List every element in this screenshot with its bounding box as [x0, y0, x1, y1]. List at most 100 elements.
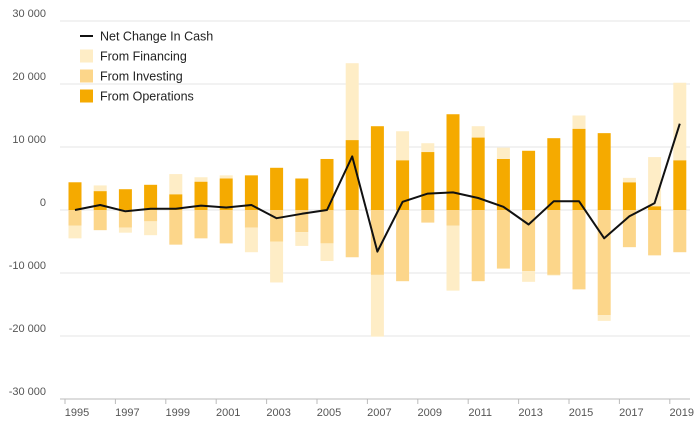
bar-from-financing-1999	[169, 174, 183, 195]
legend-label: From Investing	[100, 70, 183, 84]
bar-from-investing-1995	[68, 210, 82, 226]
bar-from-operations-2019	[673, 160, 687, 210]
bar-from-investing-2007	[370, 210, 384, 275]
bar-from-investing-2012	[496, 210, 510, 269]
bar-from-investing-1999	[169, 210, 183, 245]
bar-from-investing-2014	[547, 210, 561, 275]
x-axis: 1995 1997 1999 2001 2003 2005 2007 2009 2011 2013…	[60, 398, 694, 419]
x-tick-label: 2011	[468, 407, 492, 419]
bar-from-investing-2019	[673, 210, 687, 253]
bar-from-financing-2012	[496, 147, 510, 159]
bar-from-operations-2000	[194, 181, 208, 210]
legend-label: From Financing	[100, 50, 187, 64]
bar-from-financing-1998	[144, 221, 158, 236]
bar-from-investing-2018	[648, 210, 662, 256]
bar-from-investing-2001	[219, 210, 233, 244]
bar-from-financing-2019	[673, 82, 687, 161]
x-tick-label: 1997	[115, 407, 139, 419]
bar-from-financing-2008	[396, 131, 410, 161]
bar-from-operations-1997	[118, 189, 132, 210]
bar-from-operations-2013	[522, 150, 536, 210]
x-tick-label: 1995	[65, 407, 89, 419]
x-tick-label: 2013	[518, 407, 542, 419]
bar-from-investing-2004	[295, 210, 309, 233]
bar-from-investing-2015	[572, 210, 586, 290]
legend-label: From Operations	[100, 90, 194, 104]
bar-from-operations-2012	[496, 158, 510, 210]
bar-from-financing-2002	[244, 227, 258, 253]
bar-from-financing-2010	[446, 225, 460, 291]
bar-from-operations-2016	[597, 133, 611, 210]
x-tick-label: 2001	[216, 407, 240, 419]
bar-from-financing-2011	[471, 126, 485, 138]
x-tick-label: 2019	[670, 407, 694, 419]
bar-from-operations-2008	[396, 160, 410, 210]
y-tick-label: 10 000	[12, 134, 46, 146]
bar-from-investing-2010	[446, 210, 460, 226]
bar-from-financing-2005	[320, 243, 334, 262]
bar-from-financing-2009	[421, 143, 435, 153]
bar-from-operations-2018	[648, 206, 662, 210]
y-tick-label: -30 000	[9, 386, 46, 398]
bar-from-operations-1995	[68, 182, 82, 210]
bar-from-operations-1998	[144, 184, 158, 210]
bar-from-financing-2018	[648, 157, 662, 207]
bar-from-financing-2006	[345, 63, 359, 141]
y-axis-ticks: 30 000 20 000 10 000 0 -10 000 -20 000 -30 000	[9, 8, 46, 398]
bar-from-investing-2011	[471, 210, 485, 282]
bar-from-investing-1997	[118, 210, 132, 228]
bar-from-investing-2002	[244, 210, 258, 228]
bar-from-financing-2007	[370, 274, 384, 337]
bar-from-financing-1997	[118, 227, 132, 233]
x-tick-label: 1999	[166, 407, 190, 419]
x-tick-label: 2015	[569, 407, 593, 419]
x-tick-label: 2007	[367, 407, 391, 419]
bar-from-financing-2013	[522, 271, 536, 282]
bar-from-financing-2004	[295, 232, 309, 246]
legend-swatch-from-investing	[80, 69, 93, 83]
net-change-line	[74, 123, 681, 253]
y-tick-label: 0	[40, 197, 46, 209]
bar-from-investing-2009	[421, 210, 435, 223]
bar-from-operations-2017	[622, 182, 636, 210]
bar-from-operations-2011	[471, 137, 485, 210]
x-tick-label: 2017	[619, 407, 643, 419]
legend-label: Net Change In Cash	[100, 30, 213, 44]
bar-from-financing-2001	[219, 175, 233, 179]
bar-from-investing-1998	[144, 210, 158, 222]
y-tick-label: -10 000	[9, 260, 46, 272]
bar-from-financing-2014	[547, 274, 561, 276]
bar-from-investing-1996	[93, 210, 107, 231]
bar-from-operations-2003	[270, 167, 284, 210]
bar-from-financing-2003	[270, 241, 284, 283]
bar-from-financing-2016	[597, 315, 611, 321]
bar-from-operations-2005	[320, 158, 334, 210]
bar-from-investing-2013	[522, 210, 536, 272]
net-change-line-layer	[74, 123, 681, 253]
bar-from-operations-2001	[219, 178, 233, 210]
bars	[68, 63, 687, 337]
legend: Net Change In Cash From Financing From Inv…	[80, 30, 213, 104]
bar-from-operations-2007	[370, 126, 384, 210]
bar-from-financing-2000	[194, 177, 208, 182]
bar-from-investing-2006	[345, 210, 359, 258]
y-tick-label: 20 000	[12, 71, 46, 83]
bar-from-financing-1996	[93, 185, 107, 192]
x-tick-label: 2003	[266, 407, 290, 419]
bar-from-operations-2004	[295, 178, 309, 210]
bar-from-operations-2006	[345, 140, 359, 210]
legend-swatch-from-operations	[80, 89, 93, 103]
bar-from-financing-1995	[68, 225, 82, 239]
y-tick-label: -20 000	[9, 323, 46, 335]
bar-from-financing-2017	[622, 177, 636, 183]
bar-from-investing-2016	[597, 210, 611, 316]
bar-from-operations-2009	[421, 152, 435, 210]
bar-from-investing-2000	[194, 210, 208, 239]
x-tick-label: 2005	[317, 407, 341, 419]
bar-from-operations-2015	[572, 128, 586, 210]
x-tick-label: 2009	[418, 407, 442, 419]
bar-from-financing-2015	[572, 115, 586, 129]
bar-from-operations-2014	[547, 138, 561, 210]
bar-from-investing-2008	[396, 210, 410, 282]
